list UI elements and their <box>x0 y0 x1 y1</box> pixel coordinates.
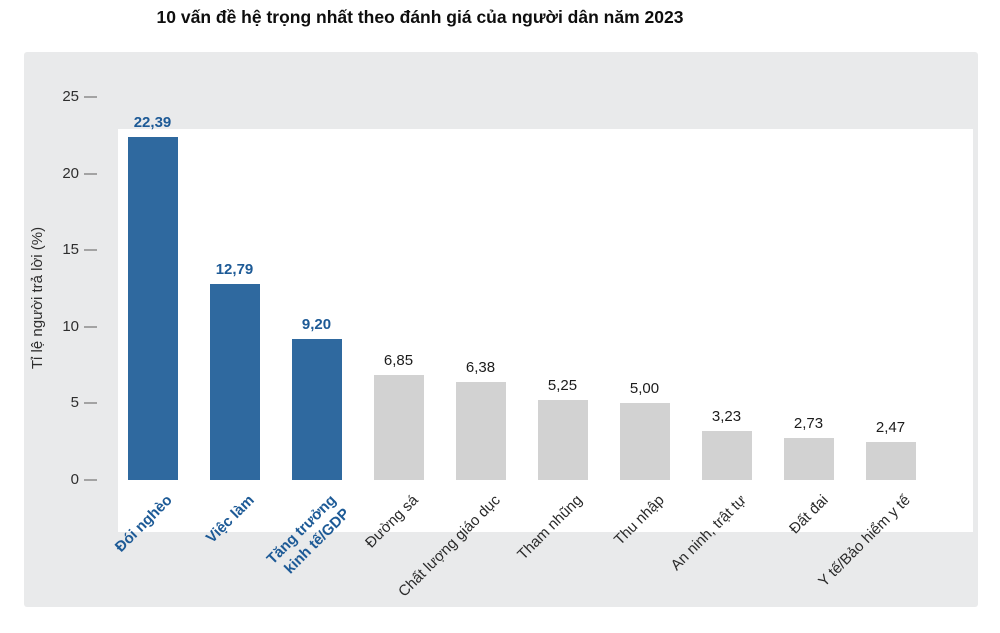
chart-title: 10 vấn đề hệ trọng nhất theo đánh giá củ… <box>156 7 684 27</box>
y-tick-mark-0 <box>84 479 97 481</box>
bar-value-label-4: 6,85 <box>383 352 414 369</box>
bar-9 <box>783 438 834 480</box>
bar-value-label-7: 5,00 <box>629 380 660 397</box>
bar-3 <box>291 339 342 480</box>
y-tick-label-25: 25 <box>62 88 79 105</box>
bar-value-label-8: 3,23 <box>711 408 742 425</box>
y-tick-mark-20 <box>84 172 97 175</box>
y-tick-label-20: 20 <box>62 164 79 182</box>
bar-value-label-9: 2,73 <box>793 415 824 432</box>
y-tick-mark-5 <box>84 402 97 405</box>
bar-value-label-1: 22,39 <box>133 114 172 131</box>
y-axis-label: Tỉ lệ người trả lời (%) <box>29 226 46 370</box>
bar-value-label-2: 12,79 <box>215 261 254 278</box>
bar-10 <box>865 442 916 480</box>
y-tick-mark-15 <box>84 249 97 252</box>
y-tick-mark-25 <box>84 96 97 98</box>
y-tick-label-10: 10 <box>62 317 79 335</box>
bar-8 <box>701 431 752 480</box>
bar-value-label-6: 5,25 <box>547 377 578 394</box>
bar-5 <box>455 382 506 480</box>
bar-4 <box>373 375 424 480</box>
y-tick-mark-10 <box>84 325 97 328</box>
bar-value-label-10: 2,47 <box>875 419 906 436</box>
y-tick-label-5: 5 <box>70 394 79 412</box>
bar-7 <box>619 403 670 480</box>
bar-value-label-5: 6,38 <box>465 359 496 376</box>
bar-1 <box>127 137 178 480</box>
y-tick-label-15: 15 <box>62 241 79 259</box>
bar-value-label-3: 9,20 <box>301 316 332 333</box>
y-tick-label-0: 0 <box>70 471 79 488</box>
bar-6 <box>537 400 588 480</box>
bar-2 <box>209 284 260 480</box>
chart-panel <box>24 52 978 607</box>
